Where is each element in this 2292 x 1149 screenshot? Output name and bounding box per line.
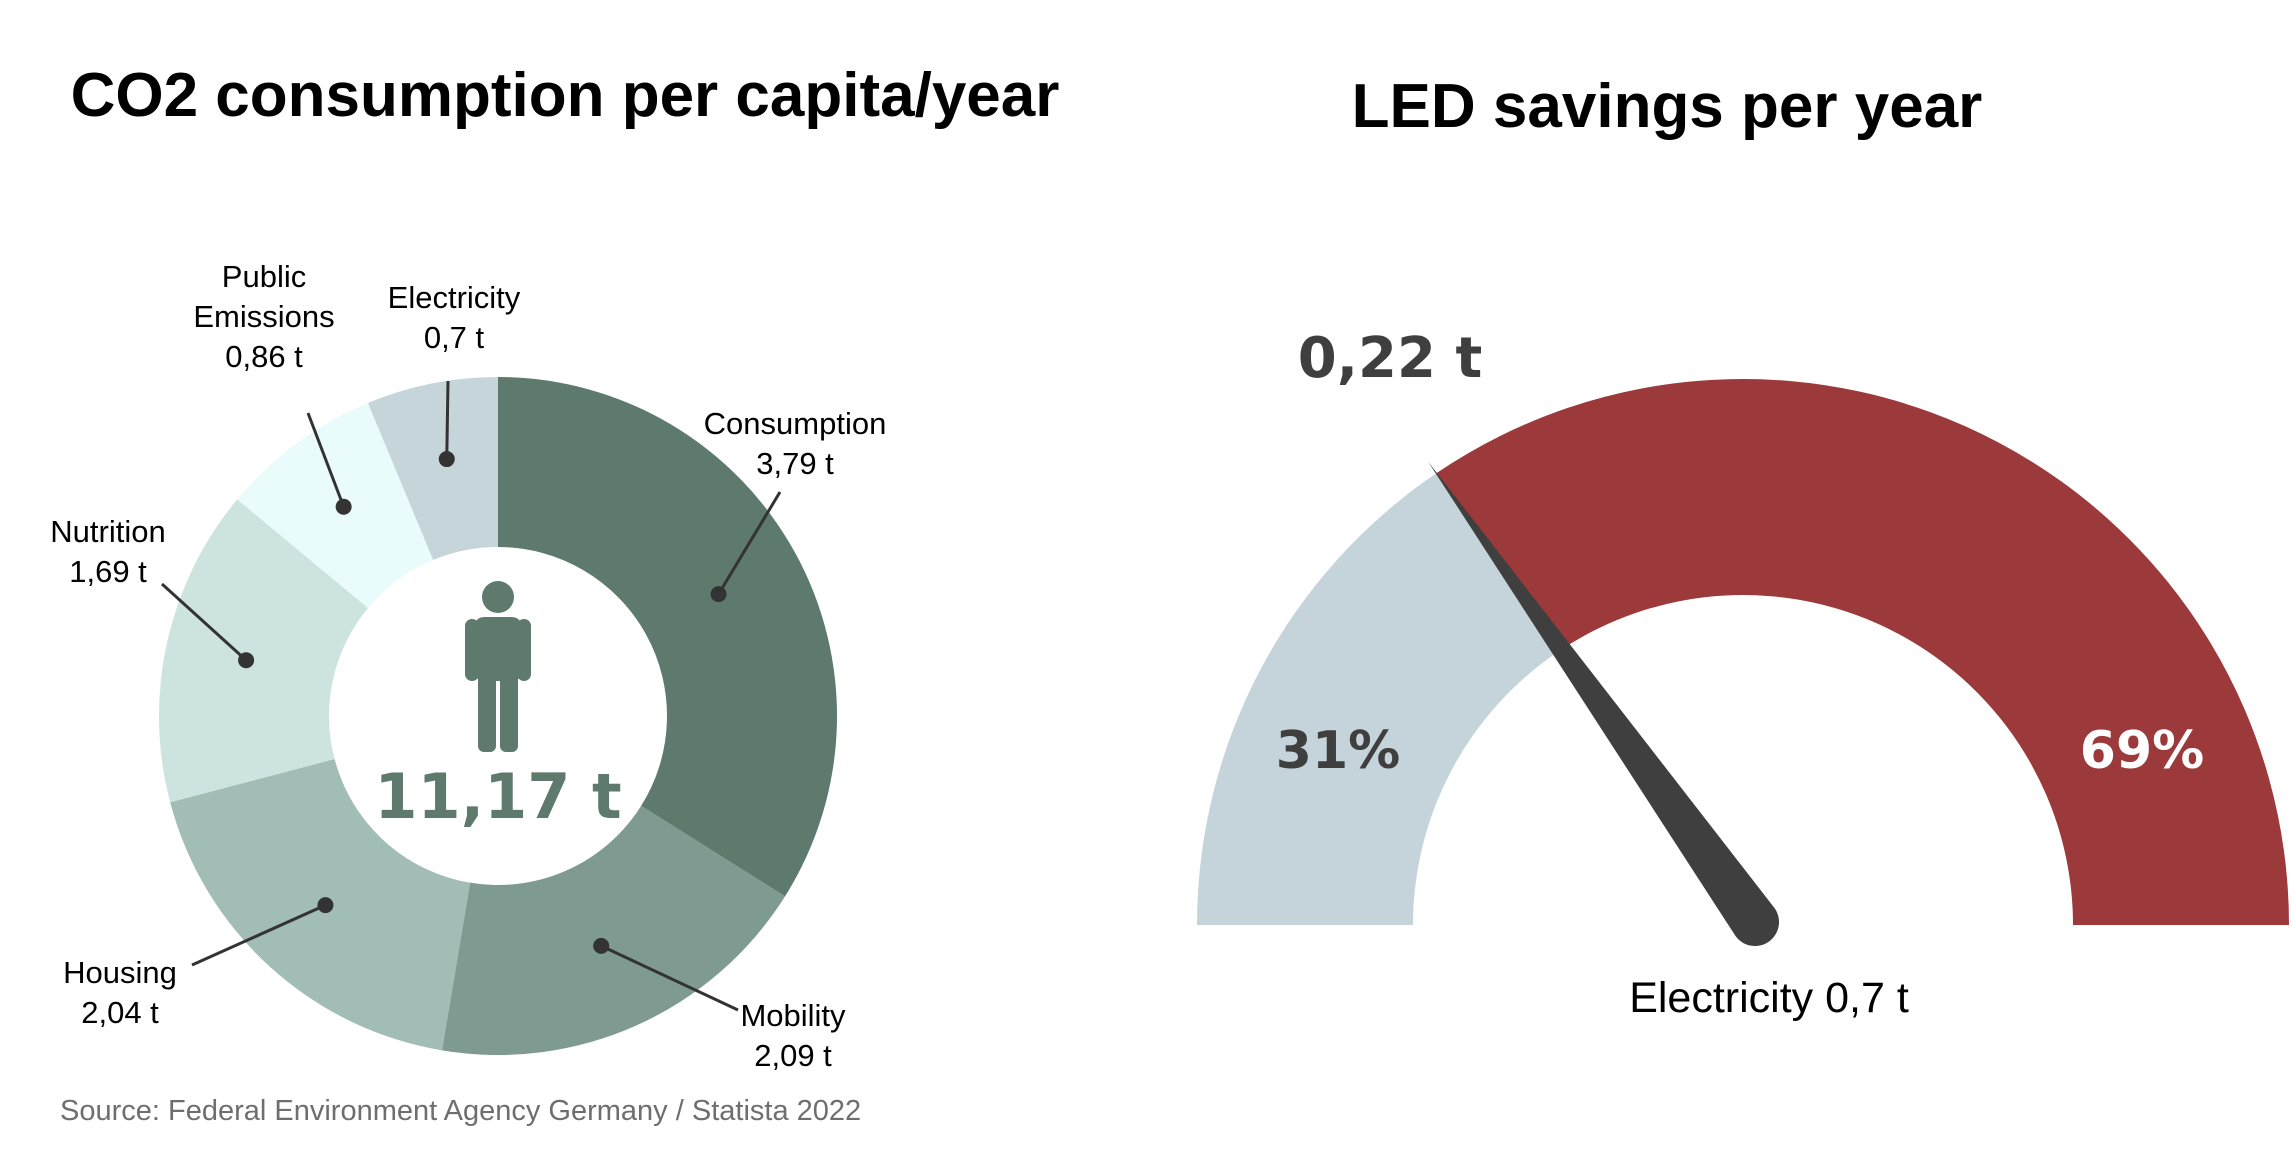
slice-value-electricity: 0,7 t [424,320,485,355]
gauge-segment-label-31: 31% [1276,721,1400,781]
leader-dot-consumption [710,586,727,603]
slice-label-consumption: Consumption [704,406,887,441]
leader-dot-mobility [593,937,610,954]
slice-value-public-emissions: 0,86 t [225,339,303,374]
slice-value-consumption: 3,79 t [756,446,834,481]
source-note: Source: Federal Environment Agency Germa… [60,1095,861,1127]
slice-label-nutrition: Nutrition [50,514,165,549]
slice-value-nutrition: 1,69 t [69,554,147,589]
donut-callouts: Consumption 3,79 t Mobility 2,09 t Housing 2,… [50,259,886,1073]
slice-label-public-emissions: Emissions [193,299,334,334]
donut-slice-consumption [498,377,837,897]
gauge-needle-value: 0,22 t [1298,326,1482,391]
leader-line-public-emissions [306,412,346,508]
leader-line-electricity [445,380,450,460]
donut-slices [159,377,837,1055]
leader-dot-nutrition [238,652,255,669]
slice-value-mobility: 2,09 t [754,1038,832,1073]
donut-center-total: 11,17 t [374,760,621,833]
slice-label-public-emissions: Public [222,259,306,294]
donut-slice-electricity [367,377,498,560]
donut-slice-nutrition [159,499,369,803]
gauge-segment-31 [1197,473,1558,925]
gauge-segments [1197,379,2289,925]
leader-line-nutrition [160,582,248,662]
leader-dot-public-emissions [335,498,352,515]
leader-line-mobility [600,944,739,1012]
donut-title: CO2 consumption per capita/year [71,61,1060,130]
donut-slice-public-emissions [237,402,434,608]
leader-line-housing [191,903,327,967]
leader-dot-electricity [438,451,455,468]
gauge-caption: Electricity 0,7 t [1629,974,1909,1022]
donut-slice-mobility [442,805,786,1055]
gauge-segment-label-69: 69% [2080,721,2204,781]
person-icon [465,581,531,752]
leader-dot-housing [317,897,334,914]
gauge-title: LED savings per year [1352,72,1983,141]
gauge-needle-shape [1428,461,1780,947]
gauge-segment-69 [1436,379,2289,925]
gauge-needle [1428,461,1780,947]
slice-label-electricity: Electricity [388,280,521,315]
slice-label-housing: Housing [63,955,177,990]
slice-label-mobility: Mobility [740,998,846,1033]
slice-value-housing: 2,04 t [81,995,159,1030]
leader-line-consumption [717,491,782,595]
